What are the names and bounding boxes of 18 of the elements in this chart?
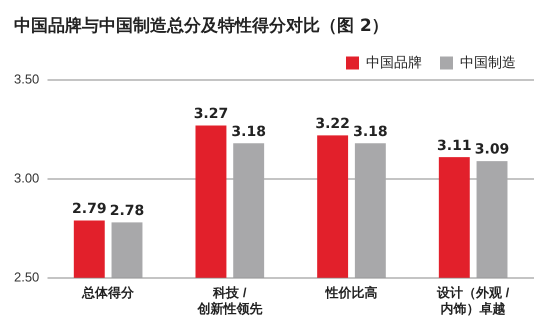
data-label: 2.78 <box>110 203 144 220</box>
data-label: 3.22 <box>315 116 350 132</box>
y-tick-label: 3.50 <box>14 72 40 87</box>
x-tick-label: 性价比高 <box>324 285 378 300</box>
y-tick-label: 3.00 <box>14 170 40 186</box>
x-tick-label: 设计（外观 / 内饰）卓越 <box>436 285 510 316</box>
data-label: 3.09 <box>474 142 510 158</box>
legend-label: 中国品牌 <box>366 54 422 70</box>
data-label: 3.18 <box>231 124 266 140</box>
data-label: 2.79 <box>72 201 107 218</box>
data-label: 3.11 <box>437 138 472 154</box>
x-tick-label: 科技 / 创新性领先 <box>196 285 262 316</box>
legend-label: 中国制造 <box>460 54 516 70</box>
data-label: 3.18 <box>353 124 388 140</box>
y-tick-label: 2.50 <box>14 269 40 284</box>
chart-title: 中国品牌与中国制造总分及特性得分对比（图 2） <box>13 15 390 38</box>
data-label: 3.27 <box>194 106 228 122</box>
x-tick-label: 总体得分 <box>81 285 136 300</box>
